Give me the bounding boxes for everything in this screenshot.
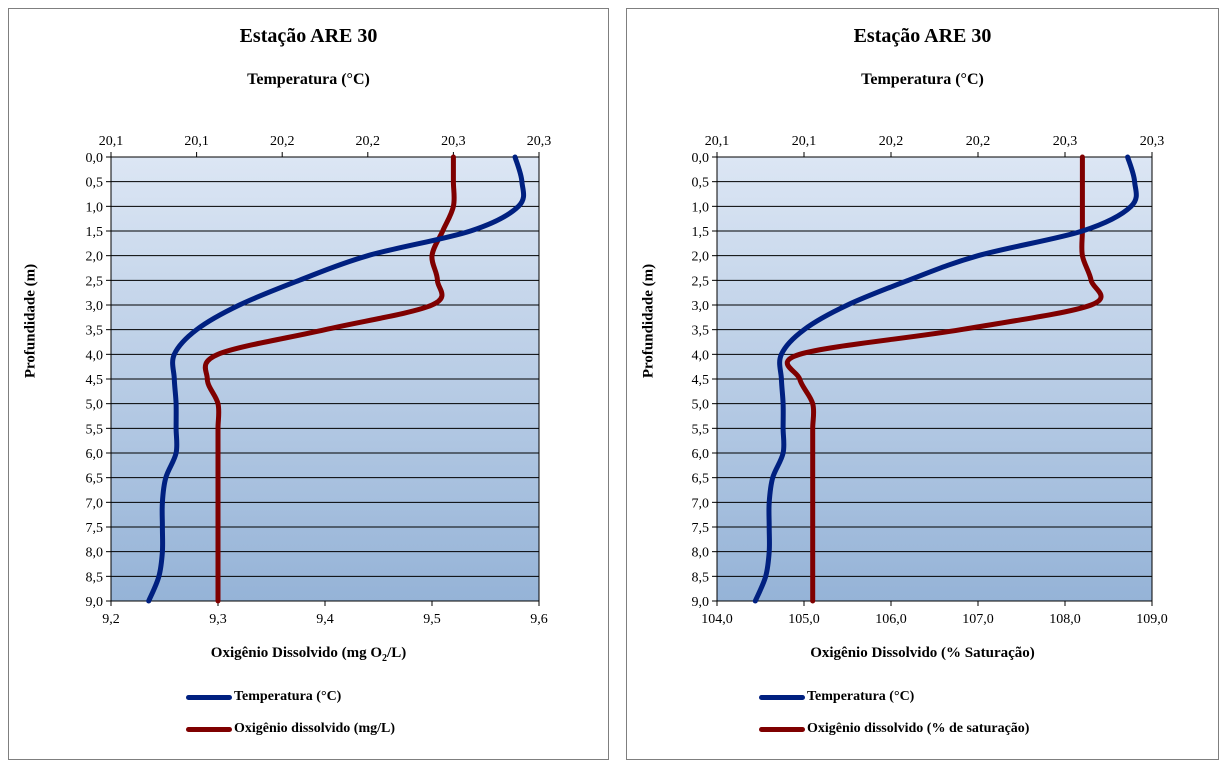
plot-area: 0,0 0,5 1,0 1,5 2,0 2,5 3,0 3,5 4,0 4,5 5,0 5,5 6,0 6… — [86, 134, 552, 627]
y-tick-label: 2,5 — [86, 274, 104, 289]
bottom-axis-tick-label: 9,3 — [209, 612, 227, 627]
y-tick-label: 3,5 — [692, 324, 710, 339]
y-tick-label: 7,0 — [692, 496, 710, 511]
y-tick-label: 4,0 — [692, 348, 710, 363]
y-tick-label: 2,5 — [692, 274, 710, 289]
legend-label-temperature: Temperatura (°C) — [807, 689, 915, 704]
bottom-axis-tick-label: 9,2 — [102, 612, 120, 627]
y-tick-label: 1,5 — [692, 225, 710, 240]
y-tick-label: 8,5 — [86, 570, 104, 585]
top-axis-tick-label: 20,3 — [527, 134, 552, 149]
top-axis-title: Temperatura (°C) — [861, 71, 984, 88]
bottom-axis-tick-label: 108,0 — [1049, 612, 1081, 627]
chart-title: Estação ARE 30 — [239, 25, 378, 47]
bottom-axis-tick-label: 109,0 — [1136, 612, 1168, 627]
plot-frame — [716, 156, 1153, 602]
y-tick-label: 7,5 — [692, 521, 710, 536]
bottom-axis-title: Oxigênio Dissolvido (% Saturação) — [810, 645, 1035, 661]
y-tick-label: 6,0 — [86, 447, 104, 462]
y-tick-label: 8,0 — [692, 546, 710, 561]
top-axis-tick-label: 20,1 — [792, 134, 817, 149]
legend-swatch-temperature — [186, 694, 232, 700]
bottom-axis-tick-label: 9,5 — [423, 612, 441, 627]
y-tick-label: 9,0 — [86, 595, 104, 610]
y-tick-label: 3,5 — [86, 324, 104, 339]
top-axis-tick-label: 20,1 — [99, 134, 124, 149]
y-tick-label: 3,0 — [692, 299, 710, 314]
y-tick-label: 8,5 — [692, 570, 710, 585]
legend-label-oxygen: Oxigênio dissolvido (% de saturação) — [807, 721, 1030, 736]
legend-item-oxygen: Oxigênio dissolvido (mg/L) — [186, 721, 395, 737]
top-axis-tick-label: 20,3 — [1140, 134, 1165, 149]
bottom-axis-tick-label: 107,0 — [962, 612, 994, 627]
top-axis-tick-label: 20,2 — [356, 134, 381, 149]
bottom-axis-tick-label: 104,0 — [701, 612, 733, 627]
legend-item-oxygen: Oxigênio dissolvido (% de saturação) — [759, 721, 1029, 737]
y-tick-label: 4,0 — [86, 348, 104, 363]
y-tick-label: 5,5 — [692, 422, 710, 437]
y-tick-label: 6,0 — [692, 447, 710, 462]
legend-item-temperature: Temperatura (°C) — [186, 689, 341, 705]
bottom-axis-title-suffix: /L) — [387, 645, 407, 661]
top-axis-tick-label: 20,3 — [441, 134, 466, 149]
y-tick-label: 1,0 — [692, 200, 710, 215]
y-tick-label: 6,5 — [86, 472, 104, 487]
series-line-temperature — [146, 154, 527, 604]
top-axis-tick-label: 20,2 — [966, 134, 991, 149]
chart-panel-right: Estação ARE 30 Temperatura (°C) Profundi… — [626, 8, 1219, 760]
top-axis-tick-label: 20,2 — [879, 134, 904, 149]
top-axis-tick-label: 20,2 — [270, 134, 295, 149]
series-line-temperature — [752, 154, 1139, 604]
legend-swatch-oxygen — [186, 726, 232, 732]
bottom-axis-tick-label: 9,6 — [530, 612, 548, 627]
y-tick-label: 4,5 — [692, 373, 710, 388]
bottom-axis-tick-label: 9,4 — [316, 612, 334, 627]
legend-label-temperature: Temperatura (°C) — [234, 689, 342, 704]
y-tick-label: 2,0 — [692, 250, 710, 265]
top-axis-title: Temperatura (°C) — [247, 71, 370, 88]
bottom-axis-tick-label: 105,0 — [788, 612, 820, 627]
y-tick-label: 8,0 — [86, 546, 104, 561]
legend-swatch-temperature — [759, 694, 805, 700]
y-tick-label: 4,5 — [86, 373, 104, 388]
series-line-oxygen — [202, 154, 457, 604]
top-axis-tick-label: 20,3 — [1053, 134, 1078, 149]
y-tick-label: 6,5 — [692, 472, 710, 487]
y-tick-label: 0,5 — [692, 176, 710, 191]
y-tick-label: 0,5 — [86, 176, 104, 191]
top-axis-tick-label: 20,1 — [705, 134, 730, 149]
bottom-axis-title-text: Oxigênio Dissolvido (mg O — [210, 645, 383, 661]
bottom-axis-tick-label: 106,0 — [875, 612, 907, 627]
y-tick-label: 1,0 — [86, 200, 104, 215]
legend-label-oxygen: Oxigênio dissolvido (mg/L) — [234, 721, 396, 736]
y-tick-label: 0,0 — [692, 151, 710, 166]
bottom-axis-title-subscript: 2 — [382, 653, 388, 664]
chart-title: Estação ARE 30 — [853, 25, 992, 47]
plot-area: 0,0 0,5 1,0 1,5 2,0 2,5 3,0 3,5 4,0 4,5 5,0 5,5 6,0 6… — [692, 134, 1168, 627]
y-tick-label: 7,5 — [86, 521, 104, 536]
y-tick-label: 9,0 — [692, 595, 710, 610]
bottom-axis-title: Oxigênio Dissolvido (mg O2/L) — [9, 645, 608, 664]
chart-panel-left: Estação ARE 30 Temperatura (°C) Profundi… — [8, 8, 609, 760]
y-tick-label: 5,0 — [86, 398, 104, 413]
y-tick-label: 0,0 — [86, 151, 104, 166]
y-tick-label: 3,0 — [86, 299, 104, 314]
top-axis-tick-label: 20,1 — [184, 134, 209, 149]
legend-item-temperature: Temperatura (°C) — [759, 689, 914, 705]
y-tick-label: 2,0 — [86, 250, 104, 265]
y-tick-label: 7,0 — [86, 496, 104, 511]
legend-swatch-oxygen — [759, 726, 805, 732]
y-tick-label: 1,5 — [86, 225, 104, 240]
y-tick-label: 5,5 — [86, 422, 104, 437]
y-tick-label: 5,0 — [692, 398, 710, 413]
